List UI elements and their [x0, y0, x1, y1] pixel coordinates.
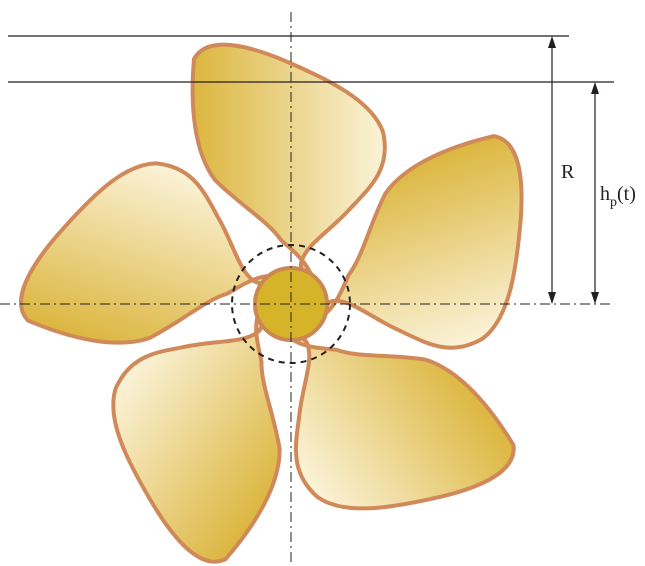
propeller-blade-1	[190, 42, 387, 285]
height-dimension-arrow	[591, 82, 599, 304]
propeller-blades	[19, 42, 524, 564]
height-label: hp(t)	[600, 183, 636, 210]
radius-label: R	[561, 161, 575, 183]
propeller-blade-2	[315, 134, 524, 350]
radius-dimension-arrow	[548, 36, 556, 304]
height-label-subscript: p	[610, 195, 617, 210]
height-label-base: h	[600, 183, 610, 205]
hub-dashed-circle	[231, 244, 351, 364]
propeller-blade-5	[19, 161, 280, 345]
propeller-blade-3	[283, 331, 516, 511]
height-label-suffix: (t)	[617, 183, 636, 205]
propeller-blade-4	[111, 306, 282, 564]
